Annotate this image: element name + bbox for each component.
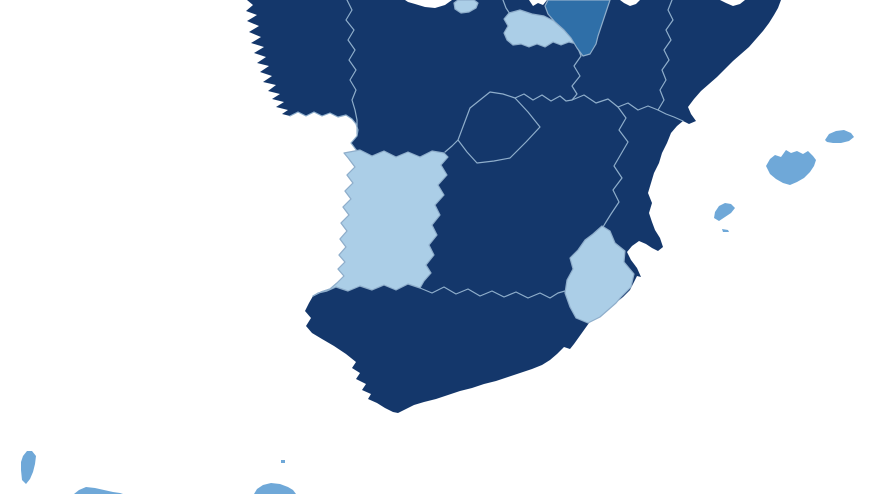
region-extremadura[interactable] (312, 149, 449, 297)
region-balearic-formentera[interactable] (722, 229, 729, 232)
region-balearic-ibiza[interactable] (714, 203, 735, 221)
region-murcia[interactable] (564, 225, 635, 324)
region-la-rioja[interactable] (503, 9, 578, 48)
region-balearic-menorca[interactable] (825, 130, 854, 143)
region-canary-islet[interactable] (281, 460, 285, 463)
region-balearic-mallorca[interactable] (766, 150, 816, 185)
region-cantabria[interactable] (453, 0, 479, 14)
region-navarra[interactable] (544, 0, 611, 57)
region-canary-la-palma[interactable] (21, 451, 36, 484)
mainland-dark-regions[interactable] (246, 0, 781, 413)
region-canary-gran-canaria[interactable] (254, 483, 296, 494)
region-canary-tenerife[interactable] (74, 487, 123, 494)
